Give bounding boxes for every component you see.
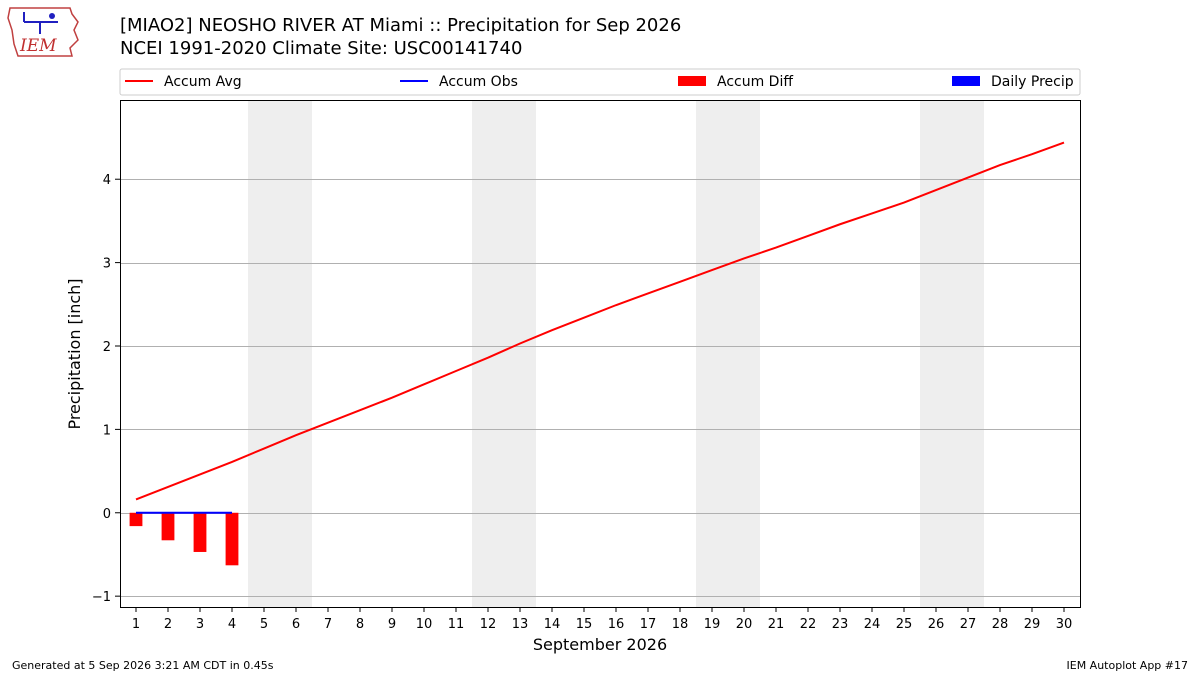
x-tick-label-9: 9 <box>388 617 396 632</box>
x-tick-label-26: 26 <box>928 617 945 632</box>
x-tick-label-12: 12 <box>480 617 497 632</box>
legend-label-accum-avg: Accum Avg <box>164 74 242 90</box>
x-tick-label-4: 4 <box>228 617 236 632</box>
x-tick-label-21: 21 <box>768 617 785 632</box>
x-tick-label-10: 10 <box>416 617 433 632</box>
x-tick-label-5: 5 <box>260 617 268 632</box>
x-tick-label-17: 17 <box>640 617 657 632</box>
x-tick-label-15: 15 <box>576 617 593 632</box>
x-tick-label-22: 22 <box>800 617 817 632</box>
y-tick-label-3: 3 <box>103 257 111 272</box>
legend-box <box>119 68 1081 96</box>
y-tick-label-0: 0 <box>103 507 111 522</box>
x-tick-label-24: 24 <box>864 617 881 632</box>
weekend-shading <box>248 100 984 607</box>
accum-avg-line <box>135 141 1065 501</box>
legend-label-accum-diff: Accum Diff <box>717 74 793 90</box>
legend-swatch-accum-diff <box>678 76 706 86</box>
x-tick-label-16: 16 <box>608 617 625 632</box>
legend-swatch-daily-precip <box>952 76 980 86</box>
iem-logo: IEM <box>7 7 79 57</box>
y-axis-label: Precipitation [inch] <box>65 278 84 429</box>
x-tick-label-8: 8 <box>356 617 364 632</box>
weekend-span-1 <box>248 100 312 607</box>
plot-area: 1 2 3 4 5 6 7 8 9 10 11 12 13 14 15 16 17 18 19 20 21 22 23 24 2… <box>92 100 1081 632</box>
series <box>129 141 1065 566</box>
x-tick-label-18: 18 <box>672 617 689 632</box>
accum-diff-bar-2 <box>161 512 175 541</box>
x-tick-label-3: 3 <box>196 617 204 632</box>
accum-diff-bar-3 <box>193 512 207 552</box>
x-axis-ticks: 1 2 3 4 5 6 7 8 9 10 11 12 13 14 15 16 17 18 19 20 21 22 23 24 2… <box>132 607 1072 632</box>
y-axis-ticks: −1 0 1 2 3 4 <box>92 173 120 605</box>
accum-diff-bar-4 <box>225 512 239 566</box>
weekend-span-3 <box>696 100 760 607</box>
x-tick-label-2: 2 <box>164 617 172 632</box>
legend-label-accum-obs: Accum Obs <box>439 74 518 90</box>
y-tick-label--1: −1 <box>92 590 111 605</box>
chart-subtitle: NCEI 1991-2020 Climate Site: USC00141740 <box>120 38 522 59</box>
plot-frame <box>120 100 1081 608</box>
x-tick-label-11: 11 <box>448 617 465 632</box>
x-tick-label-19: 19 <box>704 617 721 632</box>
x-tick-label-23: 23 <box>832 617 849 632</box>
x-tick-label-29: 29 <box>1024 617 1041 632</box>
legend-label-daily-precip: Daily Precip <box>991 74 1074 90</box>
x-tick-label-13: 13 <box>512 617 529 632</box>
x-axis-label: September 2026 <box>533 635 667 654</box>
x-tick-label-30: 30 <box>1056 617 1073 632</box>
x-tick-label-27: 27 <box>960 617 977 632</box>
footer-app: IEM Autoplot App #17 <box>1067 659 1189 672</box>
chart-title: [MIAO2] NEOSHO RIVER AT Miami :: Precipi… <box>120 15 681 36</box>
y-tick-label-4: 4 <box>103 173 111 188</box>
gridlines <box>120 179 1080 597</box>
x-tick-label-28: 28 <box>992 617 1009 632</box>
x-tick-label-6: 6 <box>292 617 300 632</box>
state-outline-icon <box>7 7 79 57</box>
weekend-span-2 <box>472 100 536 607</box>
y-tick-label-1: 1 <box>103 423 111 438</box>
x-tick-label-7: 7 <box>324 617 332 632</box>
x-tick-label-14: 14 <box>544 617 561 632</box>
footer-generated: Generated at 5 Sep 2026 3:21 AM CDT in 0… <box>12 659 274 672</box>
y-tick-label-2: 2 <box>103 340 111 355</box>
accum-diff-bar-1 <box>129 512 143 527</box>
x-tick-label-20: 20 <box>736 617 753 632</box>
x-tick-label-25: 25 <box>896 617 913 632</box>
legend: Accum Avg Accum Obs Accum Diff Daily Precip <box>119 68 1081 96</box>
x-tick-label-1: 1 <box>132 617 140 632</box>
logo-text: IEM <box>19 36 57 56</box>
